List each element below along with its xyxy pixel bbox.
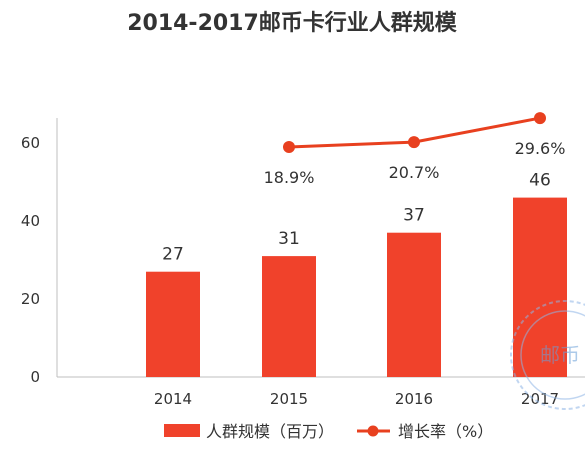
bar-data-labels: 27 31 37 46: [162, 171, 551, 265]
growth-data-labels: 18.9% 20.7% 29.6%: [264, 139, 566, 187]
growth-point: [283, 140, 295, 153]
growth-point: [408, 136, 420, 149]
legend-line-marker: [367, 425, 379, 437]
x-axis-ticks: 2014 2015 2016 2017: [154, 390, 559, 408]
x-tick-label: 2015: [270, 390, 308, 408]
y-tick-label: 40: [21, 212, 40, 230]
bar: [146, 271, 200, 377]
growth-data-label: 29.6%: [515, 139, 566, 158]
bar-data-label: 37: [403, 206, 425, 226]
y-tick-label: 60: [21, 134, 40, 152]
bar-data-label: 31: [278, 229, 300, 249]
x-tick-label: 2014: [154, 390, 192, 408]
legend-bar-swatch: [164, 424, 200, 437]
growth-data-label: 18.9%: [264, 168, 315, 187]
legend: 人群规模（百万） 增长率（%）: [164, 422, 493, 441]
growth-point: [534, 112, 546, 125]
legend-bar-label: 人群规模（百万）: [206, 422, 334, 441]
watermark-stamp: 邮币: [510, 300, 585, 410]
bar: [387, 232, 441, 377]
y-tick-label: 0: [30, 368, 40, 386]
x-tick-label: 2016: [395, 390, 433, 408]
bar-series: [146, 197, 567, 377]
bar-data-label: 46: [529, 171, 551, 191]
bar-data-label: 27: [162, 245, 184, 265]
y-axis-ticks: 0 20 40 60: [21, 134, 40, 386]
legend-line-label: 增长率（%）: [398, 422, 493, 441]
x-tick-label: 2017: [521, 390, 559, 408]
bar: [262, 256, 316, 377]
y-tick-label: 20: [21, 290, 40, 308]
growth-data-label: 20.7%: [389, 163, 440, 182]
chart-title: 2014-2017邮币卡行业人群规模: [127, 10, 458, 36]
growth-line-series: [283, 112, 546, 153]
watermark-text: 邮币: [540, 343, 580, 367]
